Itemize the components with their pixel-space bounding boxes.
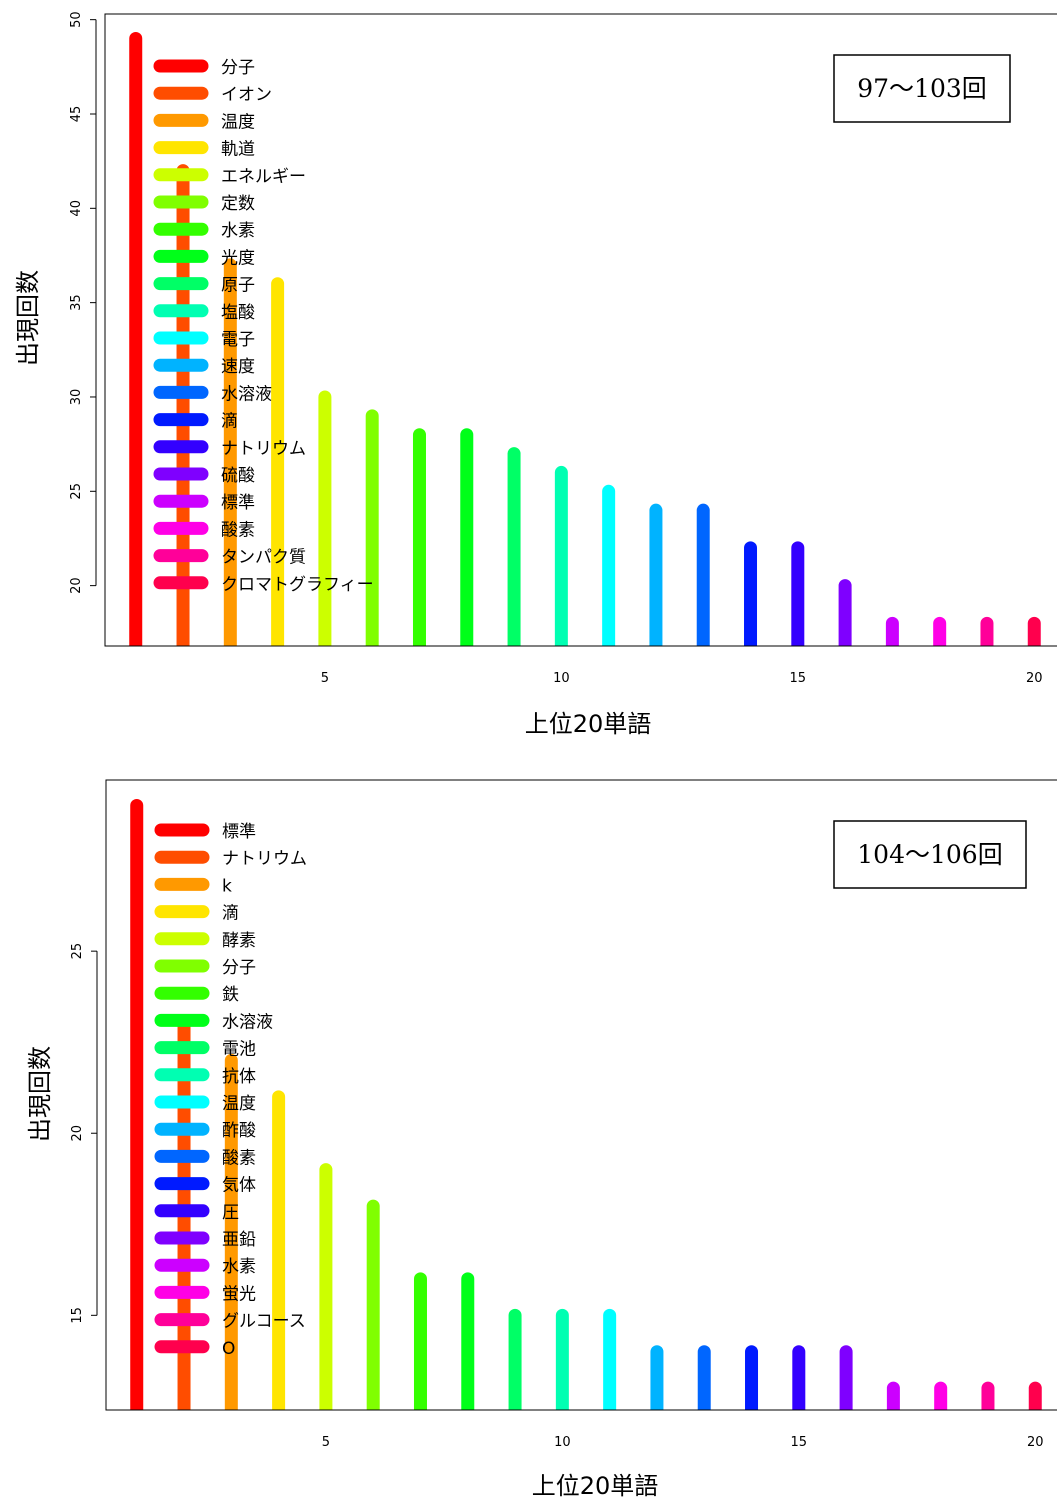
- legend-label-8: 光度: [221, 248, 255, 268]
- legend-1: 分子イオン温度軌道エネルギー定数水素光度原子塩酸電子速度水溶液滴ナトリウム硫酸標…: [153, 58, 374, 595]
- legend-label-12: 酢酸: [222, 1121, 256, 1141]
- x-tick-label-5: 5: [321, 671, 329, 686]
- legend-label-8: 水溶液: [222, 1012, 273, 1032]
- y-axis-title-2: 出現回数: [26, 1046, 54, 1142]
- x-tick-label-10: 10: [554, 1435, 571, 1450]
- legend-label-16: 亜鉛: [222, 1230, 256, 1250]
- legend-label-19: グルコース: [222, 1312, 306, 1332]
- legend-label-15: ナトリウム: [221, 439, 306, 459]
- legend-label-17: 水素: [222, 1257, 256, 1277]
- legend-label-2: ナトリウム: [222, 849, 307, 869]
- y-tick-label-20: 20: [69, 577, 84, 594]
- axis-cap-mask: [107, 1410, 1057, 1421]
- legend-label-9: 原子: [221, 276, 255, 296]
- bars-1: [105, 32, 1057, 657]
- axis-cap-mask: [106, 646, 1057, 657]
- y-tick-label-50: 50: [69, 11, 84, 28]
- y-tick-label-25: 25: [69, 483, 84, 500]
- legend-label-1: 標準: [222, 822, 256, 842]
- legend-label-9: 電池: [222, 1040, 256, 1060]
- y-tick-label-20: 20: [70, 1125, 85, 1142]
- legend-label-4: 軌道: [221, 140, 255, 160]
- legend-label-6: 定数: [221, 194, 255, 214]
- legend-label-2: イオン: [221, 85, 272, 105]
- legend-label-20: クロマトグラフィー: [221, 575, 374, 595]
- badge-text-1: 97～103回: [857, 74, 987, 103]
- x-axis-title-1: 上位20単語: [525, 710, 652, 738]
- legend-label-6: 分子: [222, 958, 256, 978]
- y-tick-label-40: 40: [69, 200, 84, 217]
- y-tick-label-15: 15: [70, 1307, 85, 1324]
- legend-label-18: 蛍光: [222, 1284, 256, 1304]
- y-tick-label-45: 45: [69, 106, 84, 123]
- legend-label-11: 温度: [222, 1094, 256, 1114]
- bars-2: [106, 798, 1057, 1421]
- legend-label-3: 温度: [221, 112, 255, 132]
- x-tick-label-15: 15: [790, 671, 807, 686]
- legend-label-20: O: [222, 1339, 235, 1359]
- x-tick-label-5: 5: [322, 1435, 330, 1450]
- x-axis-2: 5 10 15 20: [322, 1435, 1044, 1450]
- legend-label-12: 速度: [221, 357, 255, 377]
- legend-label-5: 酵素: [222, 931, 256, 951]
- legend-label-14: 気体: [222, 1176, 256, 1196]
- x-axis-title-2: 上位20単語: [532, 1472, 659, 1499]
- legend-label-1: 分子: [221, 58, 255, 78]
- badge-box-1: [833, 54, 1011, 123]
- legend-label-19: タンパク質: [221, 548, 306, 568]
- legend-label-18: 酸素: [221, 520, 255, 540]
- y-tick-label-30: 30: [69, 389, 84, 406]
- legend-label-4: 滴: [222, 904, 239, 924]
- badge-text-2: 104～106回: [857, 840, 1002, 869]
- legend-label-3: k: [222, 876, 232, 896]
- legend-label-16: 硫酸: [221, 466, 255, 486]
- x-tick-label-10: 10: [553, 671, 570, 686]
- legend-label-14: 滴: [221, 412, 238, 432]
- y-tick-label-25: 25: [70, 943, 85, 960]
- legend-label-10: 塩酸: [221, 303, 255, 323]
- y-axis-title-1: 出現回数: [14, 270, 42, 366]
- badge-box-2: [833, 820, 1027, 889]
- legend-label-15: 圧: [222, 1203, 239, 1223]
- y-tick-label-35: 35: [69, 294, 84, 311]
- legend-label-11: 電子: [221, 330, 255, 350]
- legend-label-7: 水素: [221, 221, 255, 241]
- chart-panel-1: 5 10 15 20 20 25 30 35 40 45 50 分子イオン温度軌道エネルギー定数水…: [14, 11, 1057, 738]
- legend-label-13: 酸素: [222, 1148, 256, 1168]
- x-tick-label-15: 15: [791, 1435, 808, 1450]
- y-axis-1: 20 25 30 35 40 45 50: [69, 11, 97, 594]
- legend-label-17: 標準: [221, 493, 255, 513]
- x-axis-1: 5 10 15 20: [321, 671, 1043, 686]
- legend-label-7: 鉄: [222, 985, 239, 1005]
- legend-label-5: エネルギー: [221, 167, 306, 187]
- x-tick-label-20: 20: [1026, 671, 1043, 686]
- y-axis-2: 15 20 25: [70, 943, 98, 1324]
- legend-label-13: 水溶液: [221, 384, 272, 404]
- legend-label-10: 抗体: [222, 1067, 256, 1087]
- x-tick-label-20: 20: [1027, 1435, 1044, 1450]
